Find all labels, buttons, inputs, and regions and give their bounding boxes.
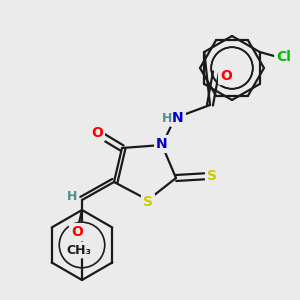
- Text: O: O: [91, 126, 103, 140]
- Text: S: S: [143, 195, 153, 209]
- Text: S: S: [143, 195, 153, 209]
- Text: O: O: [220, 69, 232, 83]
- Text: Cl: Cl: [276, 50, 291, 64]
- Text: Cl: Cl: [276, 50, 291, 64]
- Text: H: H: [162, 112, 172, 124]
- Text: N: N: [156, 137, 168, 151]
- Text: O: O: [91, 126, 103, 140]
- Text: O: O: [71, 225, 83, 239]
- Text: O: O: [220, 69, 232, 83]
- Text: N: N: [172, 111, 184, 125]
- Text: CH₃: CH₃: [67, 244, 92, 256]
- Text: S: S: [207, 169, 217, 183]
- Text: O: O: [71, 225, 83, 239]
- Text: N: N: [172, 111, 184, 125]
- Text: H: H: [67, 190, 77, 202]
- Text: N: N: [156, 137, 168, 151]
- Text: S: S: [207, 169, 217, 183]
- Text: H: H: [162, 112, 172, 124]
- Text: CH₃: CH₃: [67, 244, 92, 256]
- Text: H: H: [67, 190, 77, 202]
